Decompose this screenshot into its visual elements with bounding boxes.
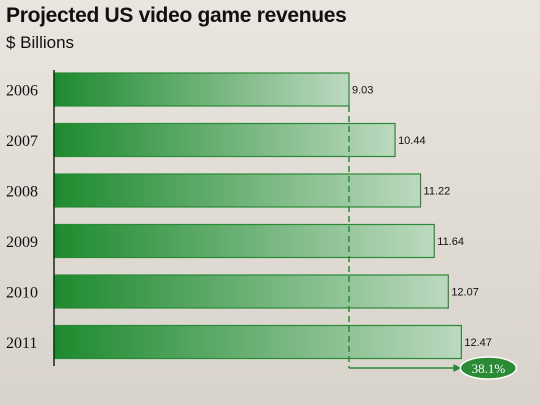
category-label-2011: 2011 [6,335,37,352]
value-label-2006: 9.03 [352,85,373,97]
category-label-2008: 2008 [6,184,38,201]
category-label-2006: 2006 [6,83,38,100]
chart-subtitle: $ Billions [6,33,75,52]
value-label-2010: 12.07 [451,287,479,299]
bar-2010 [53,274,449,309]
bar-2007 [53,122,396,158]
category-label-2009: 2009 [6,234,38,251]
value-label-2007: 10.44 [398,135,426,147]
value-label-2008: 11.22 [424,186,451,198]
bar-2008 [53,173,422,208]
value-label-2011: 12.47 [464,337,492,349]
growth-arrowhead [453,364,462,372]
category-label-2010: 2010 [6,285,38,302]
bar-2011 [53,324,462,360]
bar-2009 [53,223,435,259]
chart-title: Projected US video game revenues [6,4,347,27]
growth-badge-label: 38.1% [472,361,506,376]
growth-badge [459,356,518,380]
value-label-2009: 11.64 [437,236,464,248]
bar-2006 [53,72,350,107]
category-label-2007: 2007 [6,133,38,150]
